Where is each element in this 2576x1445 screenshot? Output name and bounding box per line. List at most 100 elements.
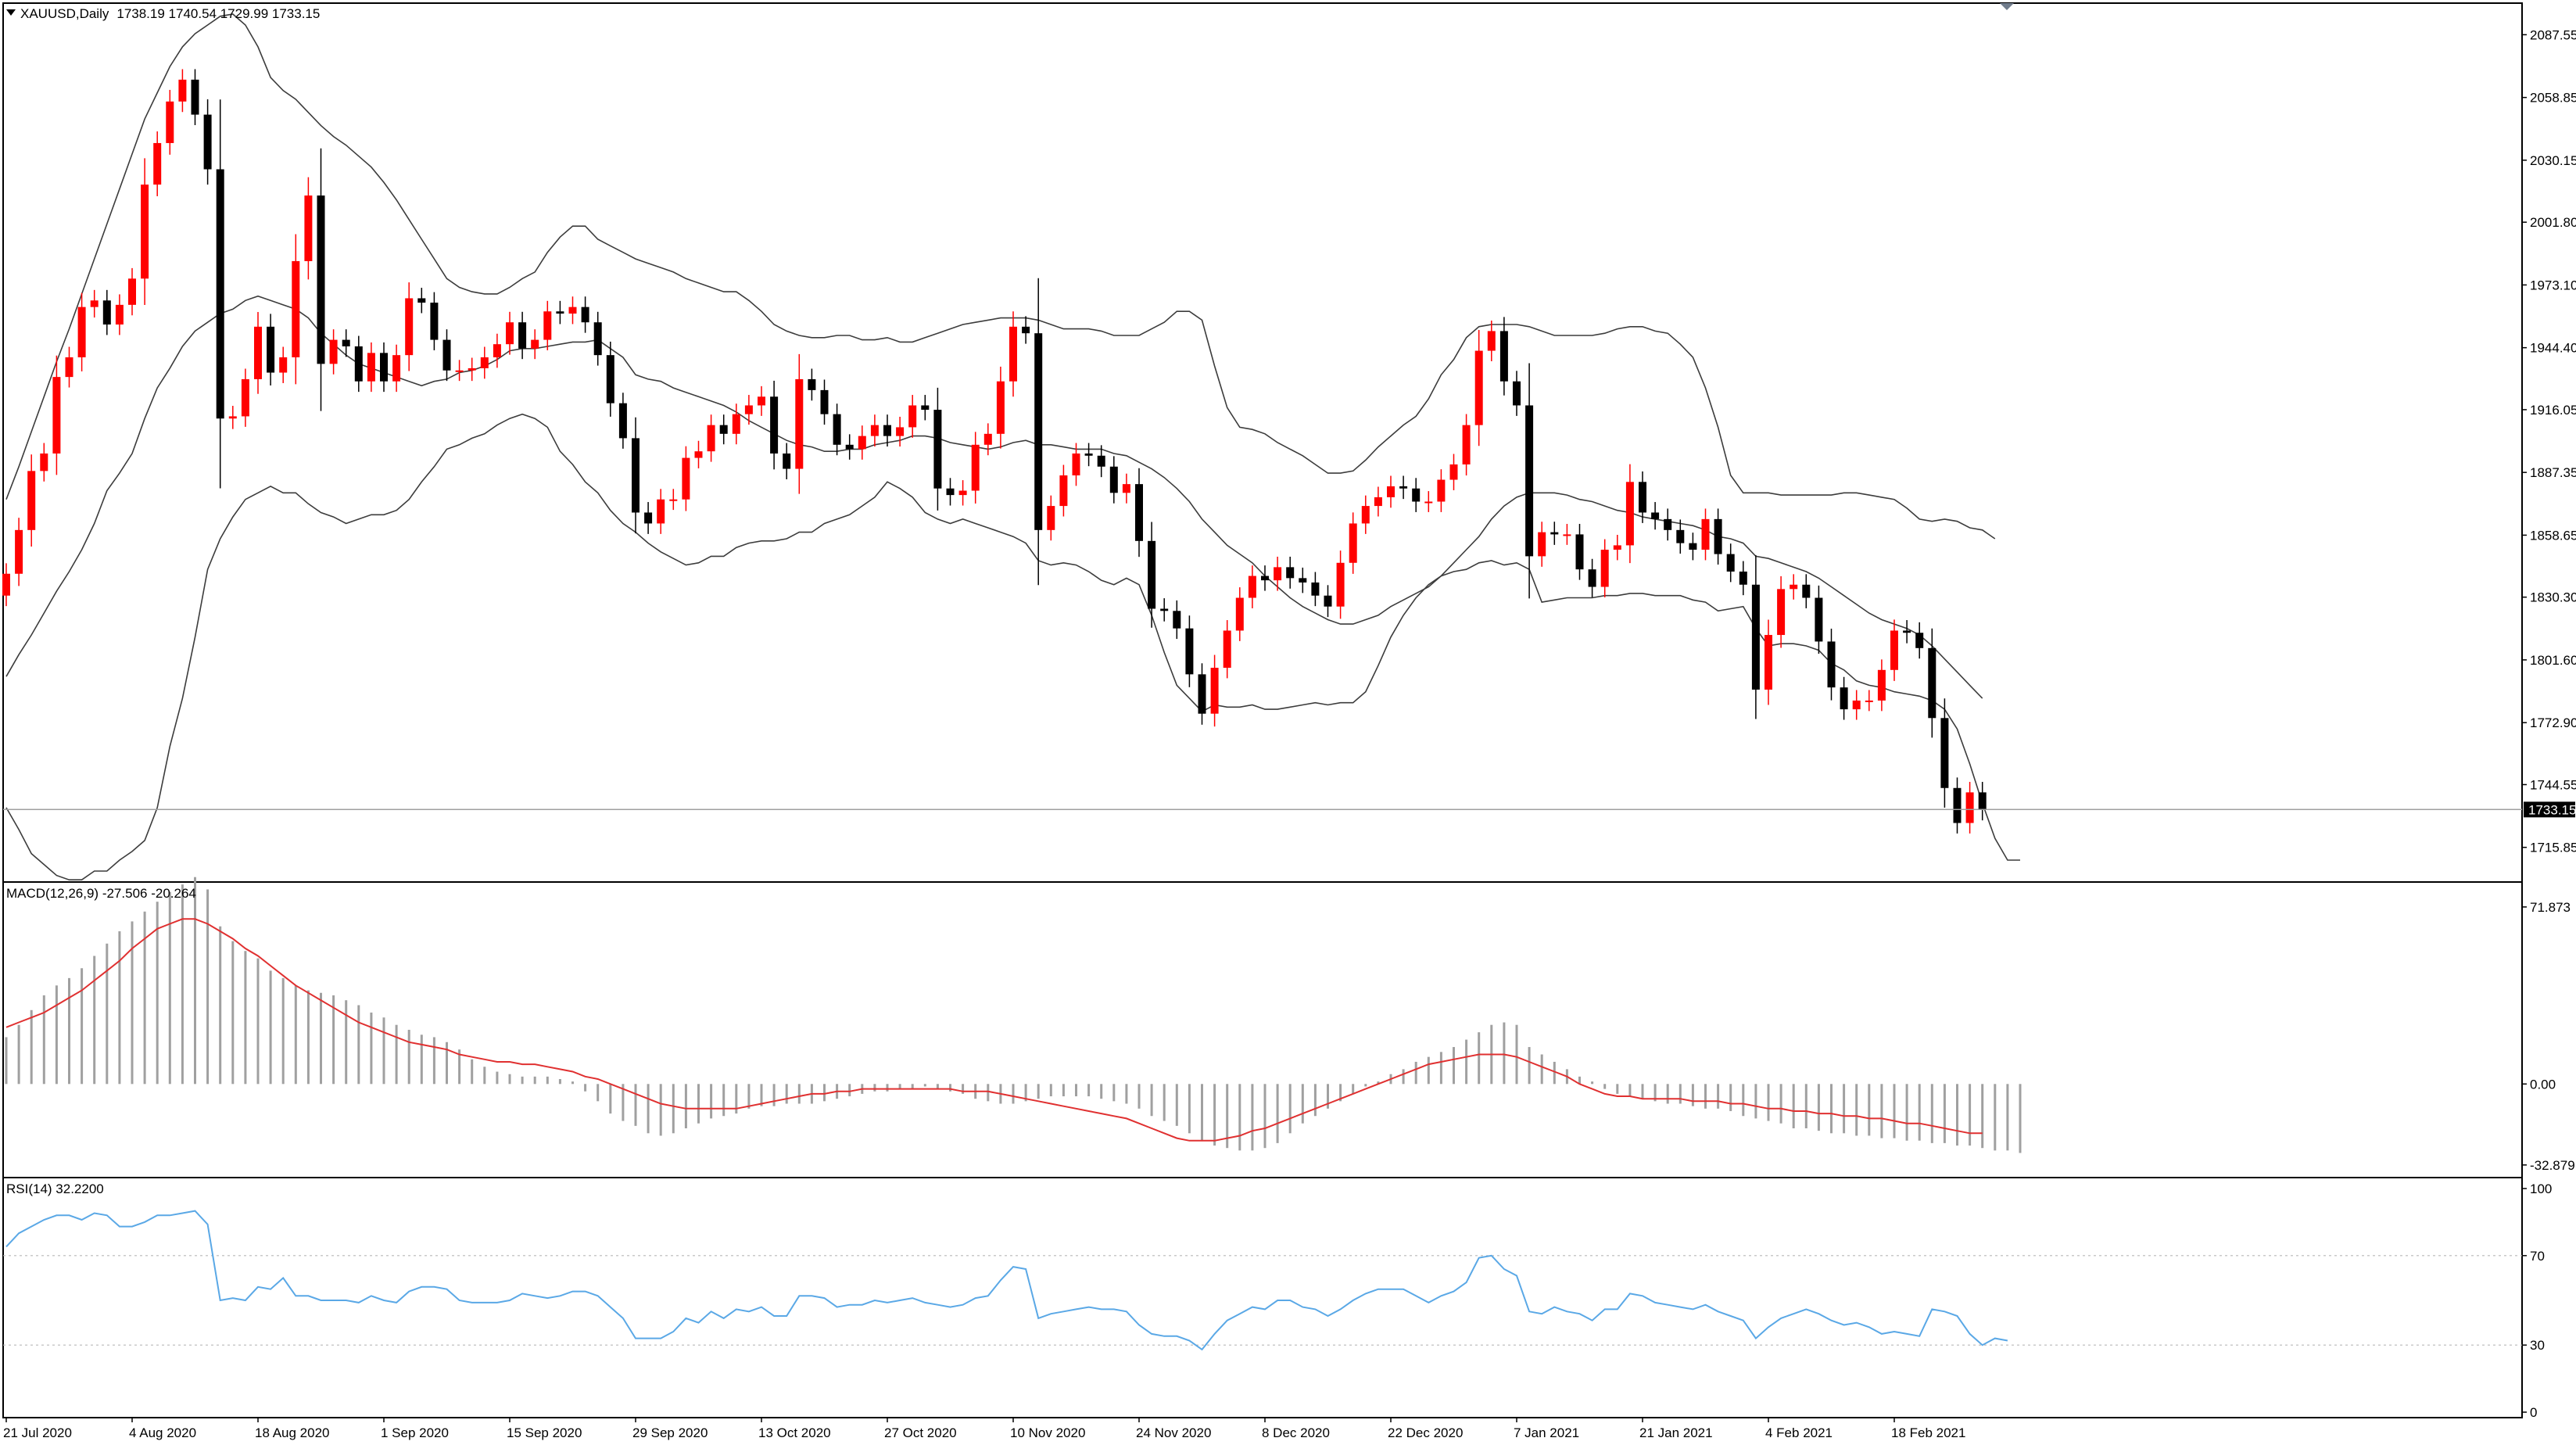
macd-bar xyxy=(1175,1084,1178,1126)
macd-bar xyxy=(30,1009,33,1085)
macd-bar xyxy=(1213,1084,1216,1146)
candle-body xyxy=(581,307,589,323)
time-tick-label: 29 Sep 2020 xyxy=(632,1425,708,1440)
symbol-label: XAUUSD,Daily 1738.19 1740.54 1729.99 1733… xyxy=(20,6,320,21)
macd-bar xyxy=(156,902,159,1085)
candle-body xyxy=(1361,506,1370,524)
candle-body xyxy=(1915,633,1924,648)
candle-body xyxy=(1525,405,1534,557)
candle-body xyxy=(870,425,879,436)
candle-body xyxy=(1487,331,1496,351)
time-axis: 21 Jul 2020 4 Aug 2020 18 Aug 2020 1 Sep 20… xyxy=(3,1418,1965,1440)
candle-body xyxy=(153,142,162,185)
last-price-tag: 1733.15 xyxy=(2524,801,2576,818)
candle-body xyxy=(430,303,439,340)
macd-bar xyxy=(231,941,235,1085)
macd-bar xyxy=(1414,1061,1417,1085)
macd-bar xyxy=(597,1084,600,1102)
price-panel[interactable]: XAUUSD,Daily 1738.19 1740.54 1729.99 1733… xyxy=(2,2,2523,883)
candle-body xyxy=(1965,792,1974,823)
price-tick-label: 2087.55 xyxy=(2530,27,2576,42)
candle-body xyxy=(744,405,753,414)
macd-bar xyxy=(508,1074,511,1085)
macd-bar xyxy=(1830,1084,1833,1134)
candle-body xyxy=(1349,523,1357,563)
macd-bar xyxy=(1024,1084,1027,1102)
macd-bar xyxy=(584,1084,587,1092)
candle-body xyxy=(1928,647,1936,719)
macd-panel[interactable]: MACD(12,26,9) -27.506 -20.264 xyxy=(2,877,2523,1178)
rsi-tick-label: 100 xyxy=(2530,1181,2552,1196)
candle-body xyxy=(65,357,73,378)
candle-body xyxy=(694,451,703,458)
candle-body xyxy=(1651,512,1660,519)
candle-body xyxy=(1600,550,1609,587)
candle-body xyxy=(1173,611,1181,629)
candle-body xyxy=(1588,569,1596,587)
symbol-dropdown-icon[interactable] xyxy=(6,9,16,16)
macd-bar xyxy=(987,1084,990,1102)
candle-body xyxy=(203,114,212,170)
rsi-panel[interactable]: RSI(14) 32.2200 xyxy=(2,1177,2523,1418)
rsi-levels xyxy=(3,1255,2522,1346)
candle-body xyxy=(1903,630,1911,633)
macd-bar xyxy=(911,1084,914,1089)
macd-bar xyxy=(1918,1084,1921,1141)
macd-bar xyxy=(1729,1084,1732,1111)
candle-body xyxy=(342,339,350,346)
macd-bar xyxy=(42,995,45,1085)
macd-bar xyxy=(1465,1039,1468,1085)
candle-body xyxy=(442,339,451,371)
candle-body xyxy=(1135,484,1143,541)
macd-bar xyxy=(407,1030,410,1085)
macd-bar xyxy=(1188,1084,1191,1134)
time-tick-label: 24 Nov 2020 xyxy=(1136,1425,1211,1440)
macd-bar xyxy=(521,1076,524,1085)
price-tick-label: 1973.10 xyxy=(2530,278,2576,292)
macd-bar xyxy=(1994,1084,1997,1151)
candle-body xyxy=(1890,630,1898,670)
macd-bar xyxy=(1037,1084,1040,1099)
macd-bar xyxy=(320,992,322,1085)
candle-body xyxy=(1412,488,1421,502)
candle-body xyxy=(1022,326,1030,334)
macd-bar xyxy=(873,1084,876,1092)
price-tick-label: 2001.80 xyxy=(2530,215,2576,230)
macd-bar xyxy=(1138,1084,1141,1109)
macd-bar xyxy=(722,1084,726,1117)
rsi-tick-label: 30 xyxy=(2530,1338,2545,1353)
macd-bar xyxy=(1679,1084,1682,1104)
macd-signal-line xyxy=(5,918,1983,1142)
chart-shift-marker-icon[interactable] xyxy=(2000,3,2014,10)
candle-body xyxy=(380,353,388,382)
macd-bar xyxy=(1402,1069,1405,1085)
macd-bar xyxy=(458,1049,461,1085)
rsi-line xyxy=(5,1210,2008,1351)
macd-bar xyxy=(1251,1084,1254,1151)
macd-bar xyxy=(622,1084,625,1121)
macd-bar xyxy=(1905,1084,1908,1141)
macd-bar xyxy=(1666,1084,1669,1104)
candle-body xyxy=(267,326,275,373)
macd-bar xyxy=(571,1081,574,1085)
macd-bar xyxy=(81,968,84,1085)
candle-body xyxy=(1261,575,1269,581)
time-tick-label: 1 Sep 2020 xyxy=(381,1425,449,1440)
macd-bar xyxy=(1943,1084,1946,1143)
macd-bar xyxy=(1301,1084,1304,1124)
candle-body xyxy=(115,304,124,325)
candle-body xyxy=(1689,543,1697,550)
macd-bar xyxy=(181,884,184,1085)
candle-body xyxy=(556,311,564,314)
candle-body xyxy=(896,427,905,436)
candle-body xyxy=(606,355,614,403)
candle-body xyxy=(1299,578,1307,583)
macd-bar xyxy=(1603,1084,1607,1089)
macd-bar xyxy=(1087,1084,1091,1097)
macd-bar xyxy=(609,1084,612,1114)
macd-bar xyxy=(1439,1052,1442,1085)
candle-body xyxy=(1072,453,1080,475)
macd-bar xyxy=(1503,1022,1506,1085)
macd-bar xyxy=(206,889,210,1085)
